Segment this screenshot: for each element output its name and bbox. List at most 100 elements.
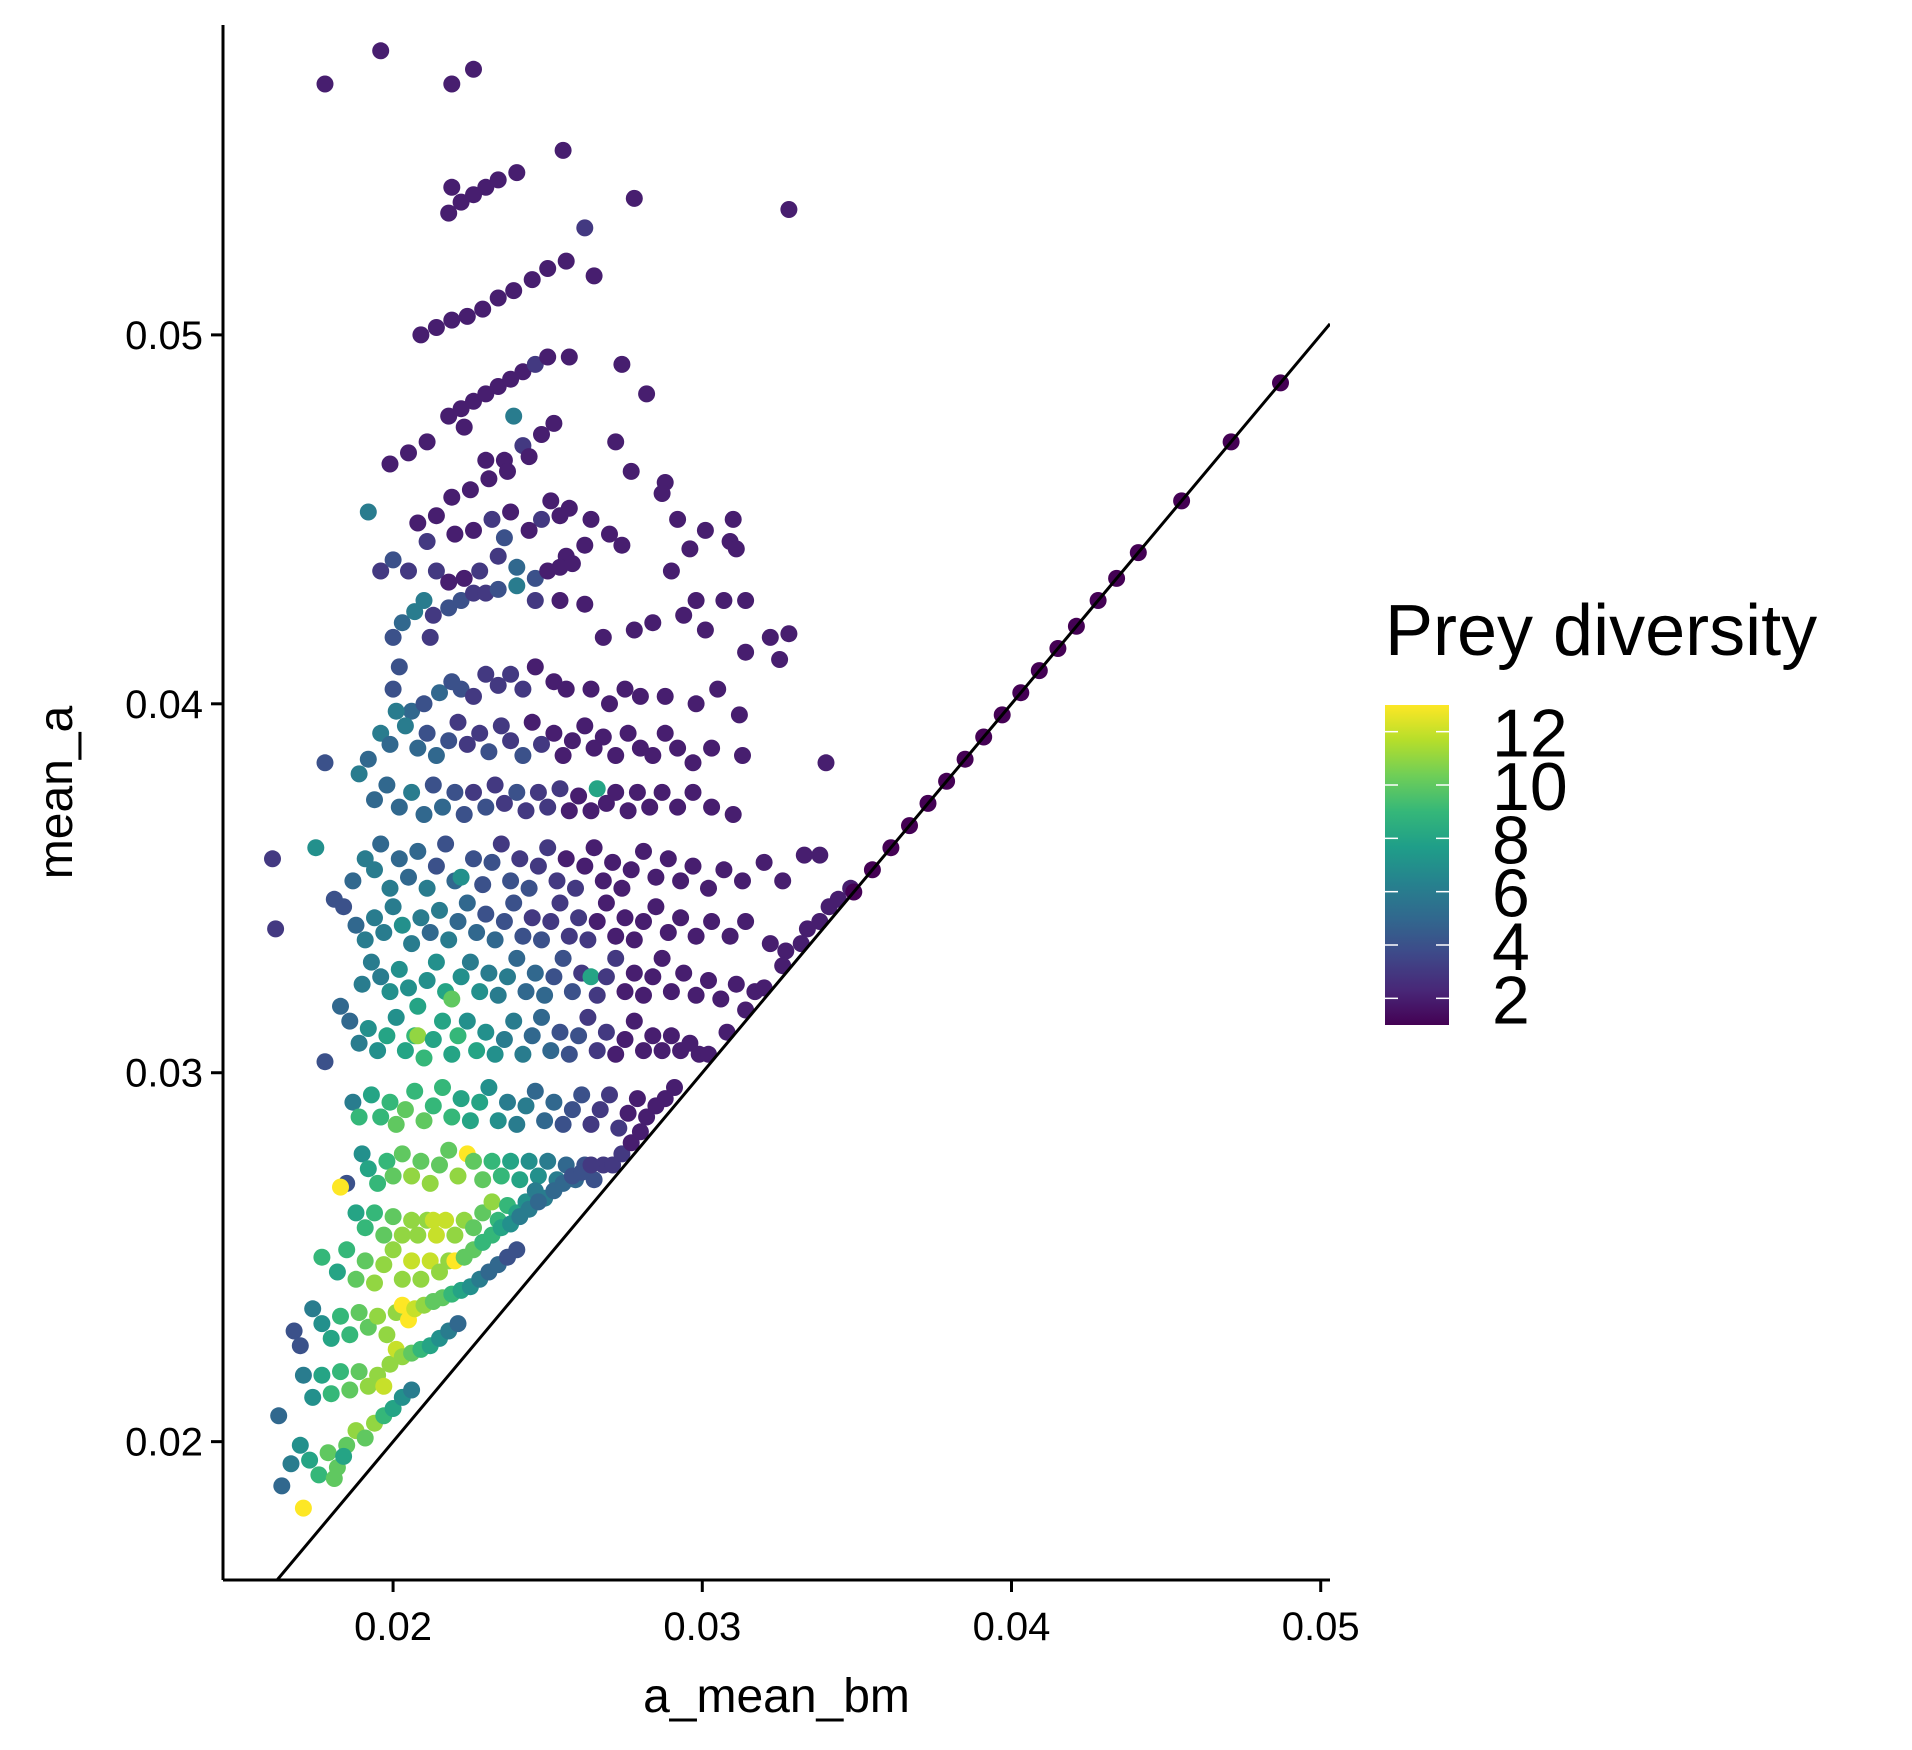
data-point bbox=[424, 776, 442, 794]
data-point bbox=[316, 75, 334, 93]
data-point bbox=[421, 628, 439, 646]
data-point bbox=[443, 178, 461, 196]
data-point bbox=[492, 717, 510, 735]
data-point bbox=[264, 850, 281, 868]
data-point bbox=[582, 1115, 600, 1133]
data-point bbox=[393, 1270, 411, 1288]
data-point bbox=[625, 189, 643, 207]
data-point bbox=[523, 713, 541, 731]
data-point bbox=[471, 562, 489, 580]
data-point bbox=[443, 990, 461, 1008]
data-point bbox=[721, 927, 739, 945]
data-point bbox=[653, 949, 671, 967]
data-point bbox=[616, 680, 634, 698]
data-point bbox=[502, 732, 520, 750]
data-point bbox=[359, 1377, 377, 1395]
data-point bbox=[557, 680, 575, 698]
data-point bbox=[625, 621, 643, 639]
data-point bbox=[359, 503, 377, 521]
data-point bbox=[393, 1226, 411, 1244]
data-point bbox=[458, 1012, 476, 1030]
data-point bbox=[418, 533, 436, 550]
data-point bbox=[576, 219, 594, 237]
data-point bbox=[421, 924, 439, 941]
data-point bbox=[418, 972, 436, 989]
data-point bbox=[628, 1090, 646, 1108]
data-point bbox=[511, 850, 529, 868]
data-point bbox=[795, 846, 813, 864]
data-point bbox=[477, 665, 495, 683]
data-point bbox=[579, 931, 597, 949]
data-point bbox=[514, 680, 532, 698]
data-point bbox=[437, 835, 455, 853]
data-point bbox=[440, 732, 458, 750]
data-point bbox=[585, 1171, 603, 1189]
data-point bbox=[628, 783, 646, 801]
data-point bbox=[270, 1407, 288, 1425]
data-point bbox=[737, 592, 755, 609]
data-point bbox=[567, 879, 584, 897]
data-point bbox=[505, 407, 523, 425]
x-tick-label: 0.04 bbox=[973, 1605, 1051, 1649]
data-point bbox=[576, 595, 594, 613]
data-point bbox=[403, 1167, 421, 1185]
data-point bbox=[625, 931, 643, 949]
data-point bbox=[675, 964, 693, 982]
data-point bbox=[332, 1363, 349, 1381]
data-point bbox=[517, 1097, 535, 1115]
data-point bbox=[576, 717, 594, 735]
data-point bbox=[403, 1211, 421, 1229]
data-point bbox=[437, 1211, 455, 1229]
data-point bbox=[585, 839, 603, 857]
x-tick-label: 0.05 bbox=[1282, 1605, 1360, 1649]
data-point bbox=[449, 713, 467, 731]
data-point bbox=[514, 363, 532, 381]
data-point bbox=[313, 1315, 331, 1333]
data-point bbox=[465, 186, 482, 204]
data-point bbox=[431, 901, 448, 919]
data-point bbox=[597, 968, 615, 986]
data-point bbox=[554, 141, 572, 159]
data-point bbox=[619, 802, 637, 820]
data-point bbox=[607, 433, 625, 451]
data-point bbox=[465, 584, 482, 602]
data-point bbox=[684, 754, 702, 772]
data-point bbox=[631, 687, 649, 705]
data-point bbox=[313, 1366, 331, 1384]
data-point bbox=[616, 1031, 634, 1048]
data-point bbox=[316, 754, 334, 772]
data-point bbox=[390, 798, 408, 816]
data-point bbox=[474, 1171, 492, 1189]
data-point bbox=[687, 592, 705, 609]
data-point bbox=[427, 1226, 445, 1244]
data-point bbox=[486, 931, 504, 949]
data-point bbox=[375, 1377, 393, 1395]
data-point bbox=[461, 1112, 479, 1130]
data-point bbox=[554, 949, 572, 967]
data-point bbox=[359, 750, 377, 768]
points-layer bbox=[264, 42, 1289, 1517]
data-point bbox=[669, 739, 687, 757]
data-point bbox=[415, 695, 433, 713]
data-point bbox=[353, 975, 371, 993]
data-point bbox=[480, 964, 498, 982]
data-point bbox=[514, 927, 532, 945]
data-point bbox=[607, 1045, 625, 1063]
data-point bbox=[517, 802, 535, 820]
y-tick-label: 0.04 bbox=[125, 683, 203, 727]
data-point bbox=[477, 1023, 495, 1041]
data-point bbox=[424, 606, 442, 624]
data-point bbox=[465, 850, 482, 868]
data-point bbox=[563, 983, 581, 1001]
data-point bbox=[313, 1248, 331, 1266]
data-point bbox=[452, 968, 470, 986]
data-point bbox=[400, 868, 417, 886]
data-point bbox=[551, 507, 569, 525]
data-point bbox=[486, 1045, 504, 1063]
data-point bbox=[703, 739, 721, 757]
data-point bbox=[526, 569, 544, 587]
data-point bbox=[477, 451, 495, 469]
data-point bbox=[495, 913, 513, 930]
data-point bbox=[332, 1307, 349, 1325]
data-point bbox=[545, 673, 563, 691]
